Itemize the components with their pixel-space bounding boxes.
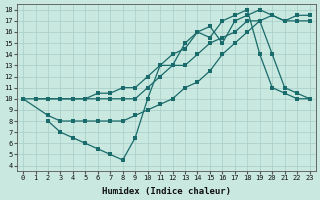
X-axis label: Humidex (Indice chaleur): Humidex (Indice chaleur) (102, 187, 231, 196)
